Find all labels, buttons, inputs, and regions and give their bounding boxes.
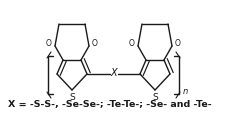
Text: X = -S-S-, -Se-Se-; -Te-Te-; -Se- and -Te-: X = -S-S-, -Se-Se-; -Te-Te-; -Se- and -T… [8,99,212,108]
Text: O: O [92,40,98,48]
Text: S: S [69,93,75,101]
Text: n: n [183,88,188,97]
Text: O: O [129,40,135,48]
Text: O: O [46,40,52,48]
Text: O: O [175,40,181,48]
Text: S: S [152,93,158,101]
Text: X: X [110,68,117,78]
